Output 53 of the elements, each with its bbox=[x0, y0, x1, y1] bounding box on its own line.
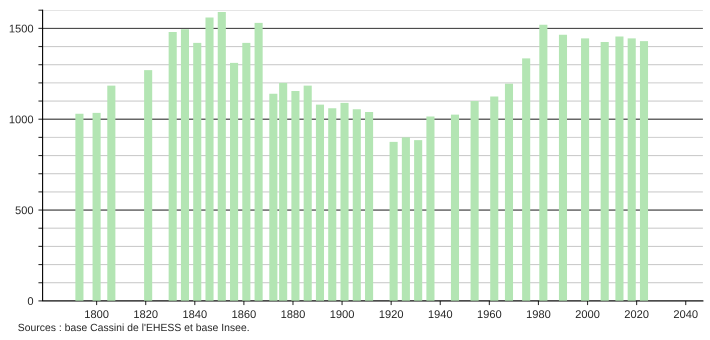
bar bbox=[205, 17, 214, 301]
x-tick-label: 1800 bbox=[85, 310, 109, 318]
bar bbox=[107, 86, 116, 301]
bar bbox=[254, 22, 263, 301]
y-tick-label: 1500 bbox=[10, 24, 34, 33]
bar bbox=[230, 62, 238, 301]
x-tick-label: 1940 bbox=[428, 310, 452, 318]
x-tick-label: 2020 bbox=[624, 310, 649, 318]
bar bbox=[522, 58, 530, 301]
bar bbox=[490, 96, 498, 301]
x-tick-label: 1960 bbox=[478, 310, 502, 318]
y-tick-label: 0 bbox=[28, 297, 34, 306]
bar bbox=[581, 38, 590, 301]
x-tick-label: 1900 bbox=[330, 310, 354, 318]
bar bbox=[75, 114, 84, 301]
bar bbox=[304, 86, 312, 301]
bar bbox=[414, 140, 422, 301]
bar bbox=[340, 102, 349, 301]
x-tick-label: 1920 bbox=[380, 310, 404, 318]
bar bbox=[291, 91, 300, 301]
x-tick-label: 2000 bbox=[576, 310, 600, 318]
bar bbox=[426, 116, 434, 301]
x-tick-label: 2040 bbox=[674, 310, 698, 318]
y-tick-label: 1000 bbox=[10, 115, 34, 124]
bar bbox=[168, 32, 177, 301]
bar bbox=[450, 114, 460, 301]
bar bbox=[558, 34, 568, 301]
bar bbox=[365, 112, 374, 301]
bar bbox=[390, 142, 398, 301]
bar bbox=[352, 109, 361, 301]
bar bbox=[615, 36, 624, 301]
bar bbox=[539, 24, 548, 301]
bar bbox=[402, 137, 410, 301]
x-tick-label: 1840 bbox=[183, 310, 207, 318]
bar bbox=[640, 41, 648, 301]
bar bbox=[600, 42, 609, 301]
x-tick-label: 1980 bbox=[526, 310, 550, 318]
bar bbox=[316, 104, 324, 301]
x-tick-label: 1820 bbox=[134, 310, 158, 318]
bar bbox=[193, 42, 202, 301]
bar bbox=[504, 84, 514, 301]
bar bbox=[180, 29, 190, 301]
x-tick-label: 1860 bbox=[232, 310, 256, 318]
bar bbox=[242, 42, 250, 301]
y-tick-label: 500 bbox=[15, 206, 34, 214]
bar bbox=[470, 101, 479, 301]
bar bbox=[144, 70, 152, 301]
bar bbox=[328, 108, 336, 301]
source-note: Sources : base Cassini de l'EHESS et base Insee. bbox=[18, 323, 249, 332]
x-tick-label: 1880 bbox=[281, 310, 305, 318]
bar bbox=[218, 12, 226, 301]
bar bbox=[92, 112, 101, 301]
bar bbox=[628, 38, 636, 301]
